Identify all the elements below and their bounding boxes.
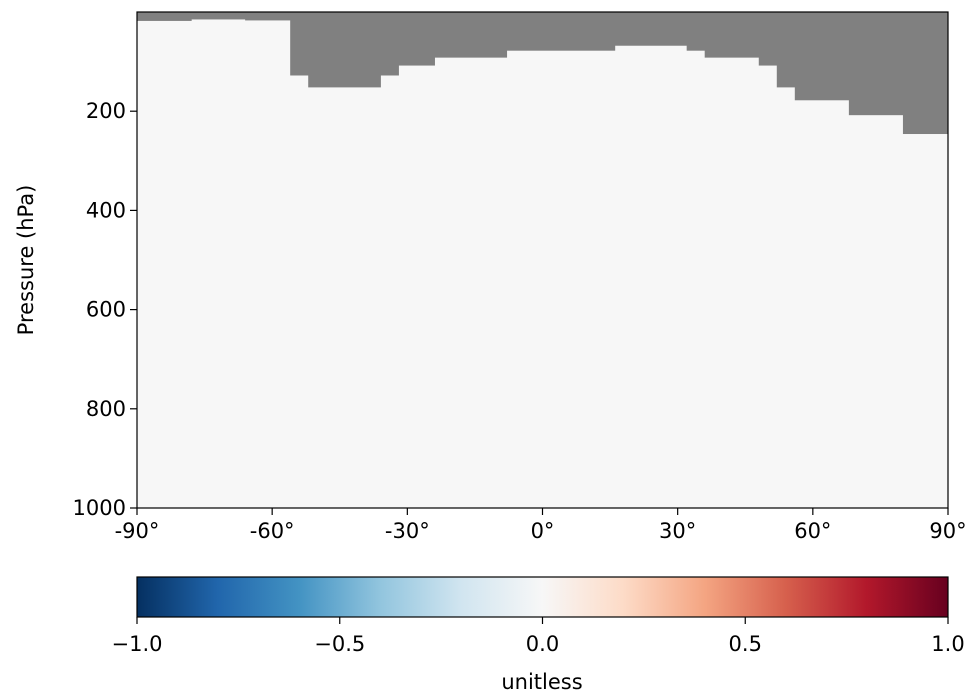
colorbar-tick-label: −0.5 bbox=[314, 632, 365, 656]
colorbar-gradient bbox=[137, 577, 948, 617]
y-tick-label: 1000 bbox=[73, 496, 126, 520]
x-tick-label: 60° bbox=[794, 519, 831, 543]
masked-cell bbox=[245, 12, 291, 21]
y-tick-label: 800 bbox=[86, 397, 126, 421]
masked-cell bbox=[290, 12, 309, 76]
masked-cell bbox=[848, 12, 904, 116]
colorbar-tick-label: 0.0 bbox=[526, 632, 559, 656]
masked-cell bbox=[506, 12, 616, 51]
masked-cell bbox=[758, 12, 778, 66]
masked-cell bbox=[902, 12, 948, 135]
masked-cell bbox=[704, 12, 760, 58]
colorbar-tick-label: 0.5 bbox=[729, 632, 762, 656]
y-tick-label: 600 bbox=[86, 298, 126, 322]
y-tick-label: 400 bbox=[86, 198, 126, 222]
masked-cell bbox=[686, 12, 706, 51]
masked-cell bbox=[614, 12, 688, 46]
masked-cell bbox=[380, 12, 399, 76]
masked-cell bbox=[308, 12, 381, 88]
colorbar-tick-label: −1.0 bbox=[112, 632, 163, 656]
masked-cell bbox=[398, 12, 435, 66]
colorbar-label: unitless bbox=[501, 670, 582, 694]
x-axis: -90° -60° -30° 0° 30° 60° 90° bbox=[115, 508, 967, 543]
colorbar: −1.0 −0.5 0.0 0.5 1.0 unitless bbox=[112, 576, 965, 694]
cross-section-plot: -90° -60° -30° 0° 30° 60° 90° 200 400 600 800 1000… bbox=[14, 11, 967, 543]
masked-cell bbox=[776, 12, 796, 88]
x-tick-label: -90° bbox=[115, 519, 160, 543]
colorbar-axis: −1.0 −0.5 0.0 0.5 1.0 bbox=[112, 617, 965, 656]
y-tick-label: 200 bbox=[86, 99, 126, 123]
y-axis-label: Pressure (hPa) bbox=[14, 185, 38, 336]
masked-region bbox=[137, 12, 948, 135]
masked-cell bbox=[794, 12, 850, 101]
masked-cell bbox=[191, 12, 246, 20]
y-axis: 200 400 600 800 1000 bbox=[73, 99, 137, 520]
x-tick-label: 0° bbox=[531, 519, 555, 543]
x-tick-label: -30° bbox=[385, 519, 430, 543]
masked-cell bbox=[434, 12, 508, 58]
colorbar-tick-label: 1.0 bbox=[931, 632, 964, 656]
x-tick-label: 30° bbox=[659, 519, 696, 543]
masked-cell bbox=[137, 12, 192, 21]
x-tick-label: -60° bbox=[250, 519, 295, 543]
x-tick-label: 90° bbox=[929, 519, 966, 543]
